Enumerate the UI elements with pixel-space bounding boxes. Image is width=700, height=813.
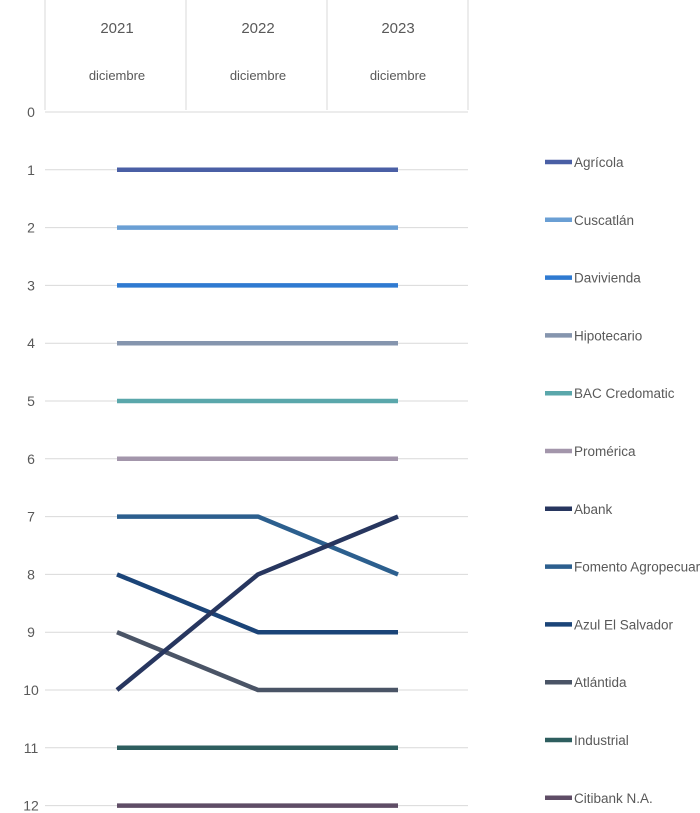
- x-axis-category-headers: 2021 diciembre 2022 diciembre 2023 diciembre: [89, 20, 426, 83]
- legend-label: Cuscatlán: [574, 213, 634, 228]
- legend-label: Promérica: [574, 444, 636, 459]
- y-tick-label: 2: [27, 220, 35, 236]
- x-category-year-label: 2021: [100, 20, 133, 37]
- legend-label: Citibank N.A.: [574, 791, 653, 806]
- series-line: [115, 514, 399, 692]
- x-category-month-label: diciembre: [230, 68, 286, 83]
- y-tick-label: 7: [27, 509, 35, 525]
- x-category-year-label: 2022: [241, 20, 274, 37]
- legend-label: Davivienda: [574, 271, 641, 286]
- legend-label: Abank: [574, 502, 613, 517]
- legend-label: Industrial: [574, 733, 629, 748]
- y-tick-label: 9: [27, 624, 35, 640]
- y-tick-label: 4: [27, 335, 35, 351]
- series-line: [116, 572, 398, 635]
- legend: Agrícola Cuscatlán Davivienda Hipotecario BA…: [545, 155, 700, 806]
- y-tick-label: 5: [27, 393, 35, 409]
- legend-label: Azul El Salvador: [574, 617, 674, 632]
- series-line: [116, 630, 398, 693]
- legend-label: Agrícola: [574, 155, 624, 170]
- x-category-year-label: 2023: [381, 20, 414, 37]
- legend-label: BAC Credomatic: [574, 386, 675, 401]
- y-tick-label: 1: [27, 162, 35, 178]
- y-tick-label: 8: [27, 566, 35, 582]
- y-tick-label: 10: [23, 682, 39, 698]
- y-tick-label: 0: [27, 104, 35, 120]
- y-tick-label: 12: [23, 798, 39, 813]
- series-line: [117, 514, 399, 577]
- x-category-month-label: diciembre: [370, 68, 426, 83]
- legend-label: Hipotecario: [574, 328, 642, 343]
- category-header-dividers: [44, 0, 469, 110]
- series-lines: [115, 167, 399, 808]
- legend-label: Atlántida: [574, 675, 627, 690]
- x-category-month-label: diciembre: [89, 68, 145, 83]
- y-tick-label: 6: [27, 451, 35, 467]
- y-tick-label: 3: [27, 277, 35, 293]
- legend-label: Fomento Agropecuario: [574, 560, 700, 575]
- y-tick-label: 11: [24, 740, 39, 756]
